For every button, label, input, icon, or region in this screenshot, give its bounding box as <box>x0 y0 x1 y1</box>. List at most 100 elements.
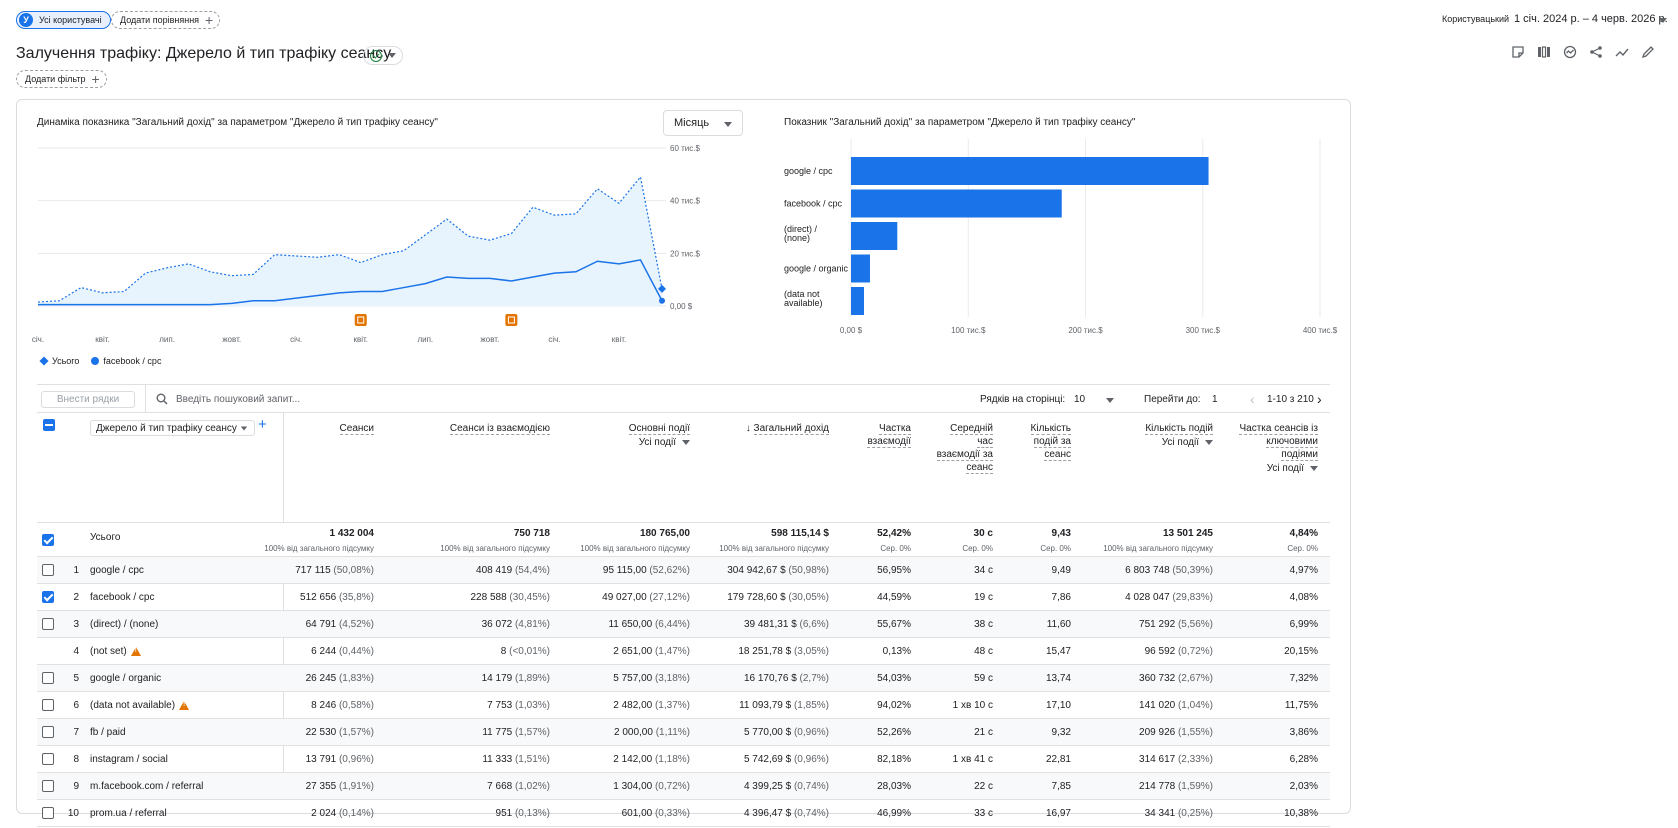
compare-columns-icon[interactable] <box>1536 44 1552 60</box>
row-checkbox[interactable] <box>42 807 54 819</box>
table-row[interactable]: 8 instagram / social 13 791 (0,96%) 11 333 … <box>37 746 1330 773</box>
goto-input[interactable]: 1 <box>1212 394 1218 405</box>
row-checkbox[interactable] <box>42 726 54 738</box>
legend-series[interactable]: facebook / cpc <box>91 356 161 366</box>
table-cell: 22,81 <box>1046 754 1071 765</box>
table-cell: 34 с <box>974 565 993 576</box>
cell-value: 408 419 <box>476 565 513 576</box>
cell-percent: (0,13%) <box>512 808 550 819</box>
cell-percent: (1,85%) <box>791 700 829 711</box>
totals-checkbox[interactable] <box>42 534 54 546</box>
column-header[interactable]: Основні події Усі події <box>530 422 690 449</box>
trend-icon[interactable] <box>1614 44 1630 60</box>
dimension-select[interactable]: Джерело й тип трафіку сеансу <box>90 420 255 436</box>
event-filter-select[interactable]: Усі події <box>530 436 690 449</box>
cell-percent: (0,58%) <box>336 700 374 711</box>
cell-value: 17,10 <box>1045 700 1071 711</box>
row-checkbox[interactable] <box>42 780 54 792</box>
column-header-label: Частка взаємодії <box>867 423 911 448</box>
insights-icon[interactable] <box>1562 44 1578 60</box>
cell-value: 214 778 <box>1139 781 1176 792</box>
table-row[interactable]: 9 m.facebook.com / referral 27 355 (1,91%)… <box>37 773 1330 800</box>
row-checkbox[interactable] <box>42 699 54 711</box>
row-checkbox[interactable] <box>42 591 54 603</box>
granularity-select[interactable]: Місяць <box>663 110 743 136</box>
search-input[interactable] <box>176 393 576 405</box>
column-header[interactable]: Кількість подій за сеанс <box>1011 422 1071 461</box>
table-row[interactable]: 6 (data not available) 8 246 (0,58%) 7 753 … <box>37 692 1330 719</box>
cell-value: 26 245 <box>305 673 337 684</box>
table-cell: 5 742,69 $ (0,96%) <box>744 754 829 765</box>
chevron-down-icon[interactable] <box>1659 18 1667 23</box>
total-cell: 52,42% Сер. 0% <box>771 523 911 553</box>
segment-chip[interactable]: У Усі користувачі <box>16 11 111 29</box>
table-row[interactable]: 3 (direct) / (none) 64 791 (4,52%) 36 072 (… <box>37 611 1330 638</box>
cell-percent: (0,74%) <box>791 781 829 792</box>
table-row[interactable]: 7 fb / paid 22 530 (1,57%) 11 775 (1,57%) 2 … <box>37 719 1330 746</box>
row-checkbox[interactable] <box>42 753 54 765</box>
chevron-down-icon <box>682 439 690 445</box>
event-filter-select[interactable]: Усі події <box>1228 462 1318 475</box>
table-row[interactable]: 5 google / organic 26 245 (1,83%) 14 179 (1… <box>37 665 1330 692</box>
chevron-left-icon[interactable]: ‹ <box>1250 391 1255 407</box>
column-header[interactable]: Частка сеансів із ключовими подіями Усі п… <box>1228 422 1318 475</box>
column-header[interactable]: ↓ Загальний дохід <box>669 422 829 435</box>
legend-total[interactable]: Усього <box>39 356 79 366</box>
table-cell: 34 341 (0,25%) <box>1145 808 1213 819</box>
report-status-button[interactable] <box>363 46 403 65</box>
edit-icon[interactable] <box>1640 44 1656 60</box>
cell-value: 20,15% <box>1284 646 1318 657</box>
warning-icon[interactable] <box>179 701 190 710</box>
table-cell: 96 592 (0,72%) <box>1145 646 1213 657</box>
total-percent: Сер. 0% <box>962 544 993 553</box>
rows-per-page-select[interactable]: 10 <box>1074 394 1086 405</box>
add-filter-button[interactable]: Додати фільтр + <box>16 70 107 88</box>
row-dimension-label: (direct) / (none) <box>90 619 159 630</box>
table-cell: 7,86 <box>1052 592 1071 603</box>
cell-percent: (1,51%) <box>512 754 550 765</box>
total-value: 4,84% <box>1289 528 1318 539</box>
chevron-down-icon[interactable] <box>1106 398 1114 403</box>
note-icon[interactable] <box>1510 44 1526 60</box>
table-row[interactable]: 1 google / cpc 717 115 (50,08%) 408 419 (54… <box>37 557 1330 584</box>
column-header[interactable]: Сеанси із взаємодією <box>390 422 550 435</box>
table-cell: 46,99% <box>877 808 911 819</box>
table-cell: 1 хв 41 с <box>953 754 993 765</box>
cell-percent: (2,33%) <box>1175 754 1213 765</box>
cell-percent: (2,67%) <box>1175 673 1213 684</box>
granularity-value: Місяць <box>674 117 710 129</box>
select-all-checkbox[interactable] <box>43 419 55 431</box>
add-dimension-icon[interactable]: + <box>258 416 267 433</box>
table-row[interactable]: 2 facebook / cpc 512 656 (35,8%) 228 588 (3… <box>37 584 1330 611</box>
row-dimension: google / cpc <box>90 565 144 576</box>
cell-percent: (50,98%) <box>785 565 829 576</box>
row-checkbox[interactable] <box>42 564 54 576</box>
table-row[interactable]: 4 (not set) 6 244 (0,44%) 8 (<0,01%) 2 651,0… <box>37 638 1330 665</box>
table-cell: 4 396,47 $ (0,74%) <box>744 808 829 819</box>
chevron-right-icon[interactable]: › <box>1317 391 1322 407</box>
table-cell: 7 668 (1,02%) <box>487 781 550 792</box>
cell-value: 209 926 <box>1139 727 1176 738</box>
table-cell: 28,03% <box>877 781 911 792</box>
column-header[interactable]: Середній час взаємодії за сеанс <box>933 422 993 474</box>
column-header[interactable]: Сеанси <box>214 422 374 435</box>
table-cell: 94,02% <box>877 700 911 711</box>
row-index: 8 <box>73 754 79 765</box>
table-row[interactable]: 10 prom.ua / referral 2 024 (0,14%) 951 (0,… <box>37 800 1330 827</box>
insert-rows-button[interactable]: Внести рядки <box>41 391 135 408</box>
cell-value: 6 803 748 <box>1125 565 1170 576</box>
warning-icon[interactable] <box>130 647 141 656</box>
row-checkbox[interactable] <box>42 672 54 684</box>
event-filter-select[interactable]: Усі події <box>1053 436 1213 449</box>
share-icon[interactable] <box>1588 44 1604 60</box>
column-header[interactable]: Частка взаємодії <box>851 422 911 448</box>
table-cell: 11 775 (1,57%) <box>482 727 550 738</box>
add-comparison-button[interactable]: Додати порівняння + <box>111 11 221 29</box>
cell-value: 717 115 <box>295 565 331 576</box>
row-dimension: m.facebook.com / referral <box>90 781 203 792</box>
chevron-down-icon <box>724 122 732 127</box>
column-header[interactable]: Кількість подій Усі події <box>1053 422 1213 449</box>
row-checkbox[interactable] <box>42 618 54 630</box>
x-tick-label: жовт. <box>480 335 499 344</box>
date-range-picker[interactable]: 1 січ. 2024 р. – 4 черв. 2026 р. <box>1514 13 1668 25</box>
